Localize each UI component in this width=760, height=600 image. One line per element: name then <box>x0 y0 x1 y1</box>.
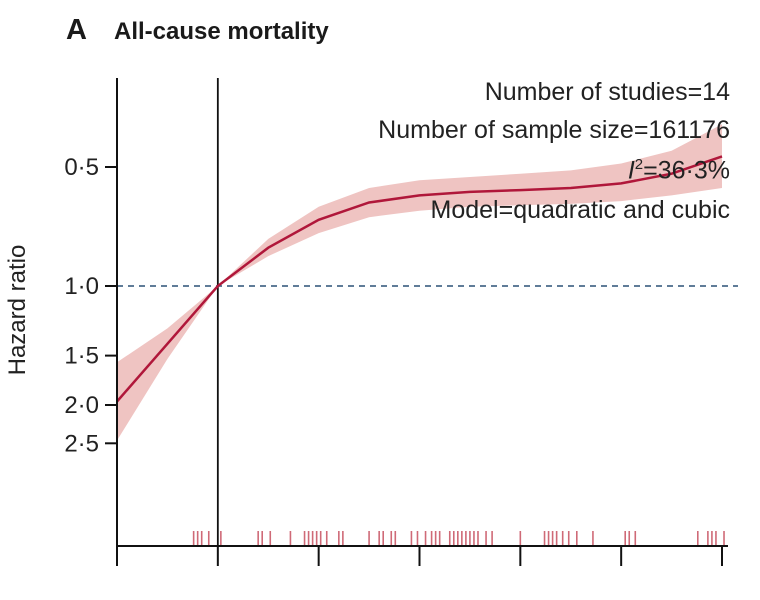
y-axis-label: Hazard ratio <box>4 244 31 376</box>
y-ticks: 0·5 1·0 1·5 2·0 2·5 <box>64 154 117 457</box>
stat-model: Model=quadratic and cubic <box>430 196 731 224</box>
y-tick-label: 1·0 <box>64 273 99 300</box>
y-tick-label: 2·5 <box>64 430 99 457</box>
y-tick-label: 1·5 <box>64 343 99 370</box>
confidence-band <box>117 124 722 441</box>
chart-title: All-cause mortality <box>114 18 329 45</box>
i-squared-superscript: 2 <box>634 156 644 173</box>
panel-letter: A <box>66 14 87 46</box>
x-ticks <box>116 546 723 566</box>
hazard-ratio-curve <box>116 155 723 403</box>
y-tick-label: 2·0 <box>64 392 99 419</box>
stat-number-of-studies: Number of studies=14 <box>484 78 730 106</box>
y-tick-label: 0·5 <box>64 154 99 181</box>
i-squared-value: =36·3% <box>643 156 730 185</box>
i-squared-symbol: I <box>627 156 635 185</box>
data-rug <box>192 531 725 545</box>
stat-sample-size: Number of sample size=161176 <box>378 116 730 144</box>
stat-i-squared: I2=36·3% <box>628 156 730 185</box>
